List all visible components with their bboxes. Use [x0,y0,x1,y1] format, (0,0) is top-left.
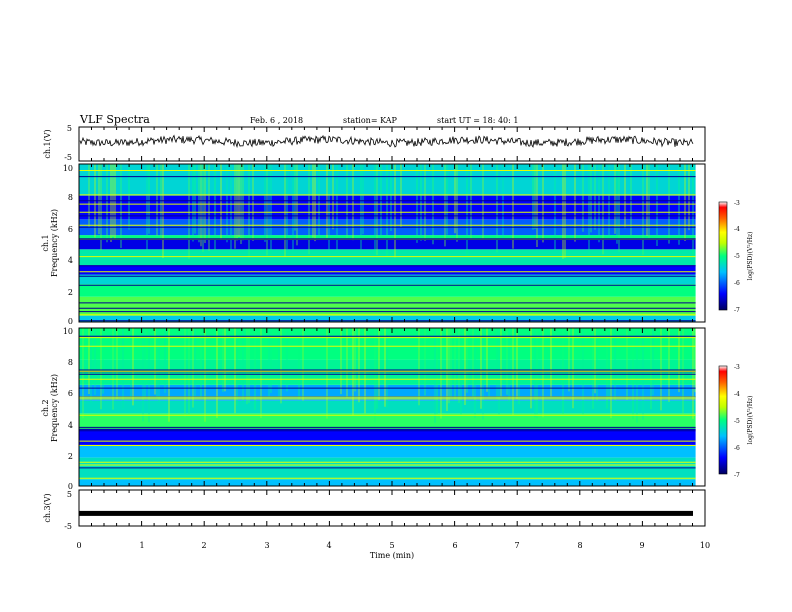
xtick-3: 3 [264,541,269,550]
ch1-frame [78,126,706,162]
ch1-ylabel-line2: Frequency (kHz) [50,209,59,277]
ch1-spectrogram-panel: 0 2 4 6 8 10 ch.1 Frequency (kHz) [41,163,706,326]
ch1-trace-line [79,134,694,149]
ch3-waveform-panel: 5 -5 ch.3(V) [43,489,706,531]
ch1-ytick-top: 5 [67,124,72,133]
xtick-6: 6 [452,541,457,550]
ch1-cb-tick-m5: -5 [734,253,740,260]
ch2-cb-tick-m7: -7 [734,472,740,479]
ch1-colorbar-label: log(PSD)(V²/Hz) [747,232,754,281]
ch1-spec-band [79,249,696,266]
figure-title: VLF Spectra [79,113,150,126]
ch2-spec-band [79,444,696,458]
ch2-cb-tick-m5: -5 [734,418,740,425]
ch1-cb-tick-m4: -4 [734,226,740,233]
time-axis-ticks [78,127,706,526]
ch1-waveform-panel: 5 -5 ch.1(V) [43,124,706,162]
x-axis: 0 1 2 3 4 5 6 7 8 9 10 Time (min) [76,541,710,560]
ch2-ytick-4: 4 [68,421,73,430]
ch1-ytick-8: 8 [68,193,73,202]
ch1-ytick-bottom: -5 [64,153,72,162]
x-axis-label: Time (min) [370,551,414,560]
xtick-0: 0 [76,541,81,550]
ch2-spectrogram-image [78,328,705,486]
ch1-spec-band [79,296,696,316]
xtick-9: 9 [639,541,644,550]
ch2-spec-band [79,429,696,445]
ch1-colorbar: -3 -4 -5 -6 -7 log(PSD)(V²/Hz) [718,200,754,314]
ch2-ylabel-line2: Frequency (kHz) [50,374,59,442]
xtick-5: 5 [389,541,394,550]
ch2-ytick-2: 2 [68,452,73,461]
xtick-1: 1 [139,541,144,550]
ch1-spec-band [79,265,696,275]
ch2-cb-tick-m3: -3 [734,364,740,371]
date-label: Feb. 6 , 2018 [250,116,303,125]
ch3-frame [78,489,706,527]
ch1-ytick-0: 0 [68,317,73,326]
ch3-ytick-bottom: -5 [64,522,72,531]
ch1-ytick-2: 2 [68,288,73,297]
xtick-10: 10 [700,541,710,550]
ch2-spec-band [79,479,696,486]
ch2-ytick-6: 6 [68,389,73,398]
ch1-spectrogram-image [79,164,705,322]
ch2-colorbar-label: log(PSD)(V²/Hz) [747,396,754,445]
ch2-ytick-0: 0 [68,482,73,491]
xtick-4: 4 [326,541,331,550]
ch1-ylabel: ch.1(V) [43,129,52,158]
ch1-ytick-6: 6 [68,225,73,234]
station-label: station= KAP [343,116,398,125]
xtick-8: 8 [577,541,582,550]
ch3-trace-line [79,510,693,516]
ch1-spec-band [79,315,696,322]
ch1-spec-band [79,274,696,285]
ch1-cb-tick-m7: -7 [734,307,740,314]
ch2-spec-band [79,457,696,480]
ch2-ytick-8: 8 [68,358,73,367]
ch2-ylabel-line1: ch.2 [41,399,50,416]
ch1-ytick-10: 10 [63,164,73,173]
ch2-spectrogram-panel: 0 2 4 6 8 10 ch.2 Frequency (kHz) [41,327,706,491]
start-time-label: start UT = 18: 40: 1 [437,116,518,125]
ch1-cb-tick-m3: -3 [734,200,740,207]
ch2-cb-tick-m6: -6 [734,445,740,452]
ch1-spec-band [79,284,696,297]
ch2-colorbar-gradient [718,365,728,475]
ch1-ylabel-line1: ch.1 [41,234,50,251]
ch2-colorbar: -3 -4 -5 -6 -7 log(PSD)(V²/Hz) [718,364,754,479]
ch1-cb-tick-m6: -6 [734,280,740,287]
ch2-spec-band [79,413,696,430]
ch2-ytick-10: 10 [63,327,73,336]
ch3-ytick-top: 5 [67,490,72,499]
ch2-cb-tick-m4: -4 [734,391,740,398]
ch1-colorbar-gradient [718,201,728,311]
ch1-ytick-4: 4 [68,256,73,265]
xtick-7: 7 [514,541,519,550]
ch3-ylabel: ch.3(V) [43,493,52,522]
xtick-2: 2 [201,541,206,550]
